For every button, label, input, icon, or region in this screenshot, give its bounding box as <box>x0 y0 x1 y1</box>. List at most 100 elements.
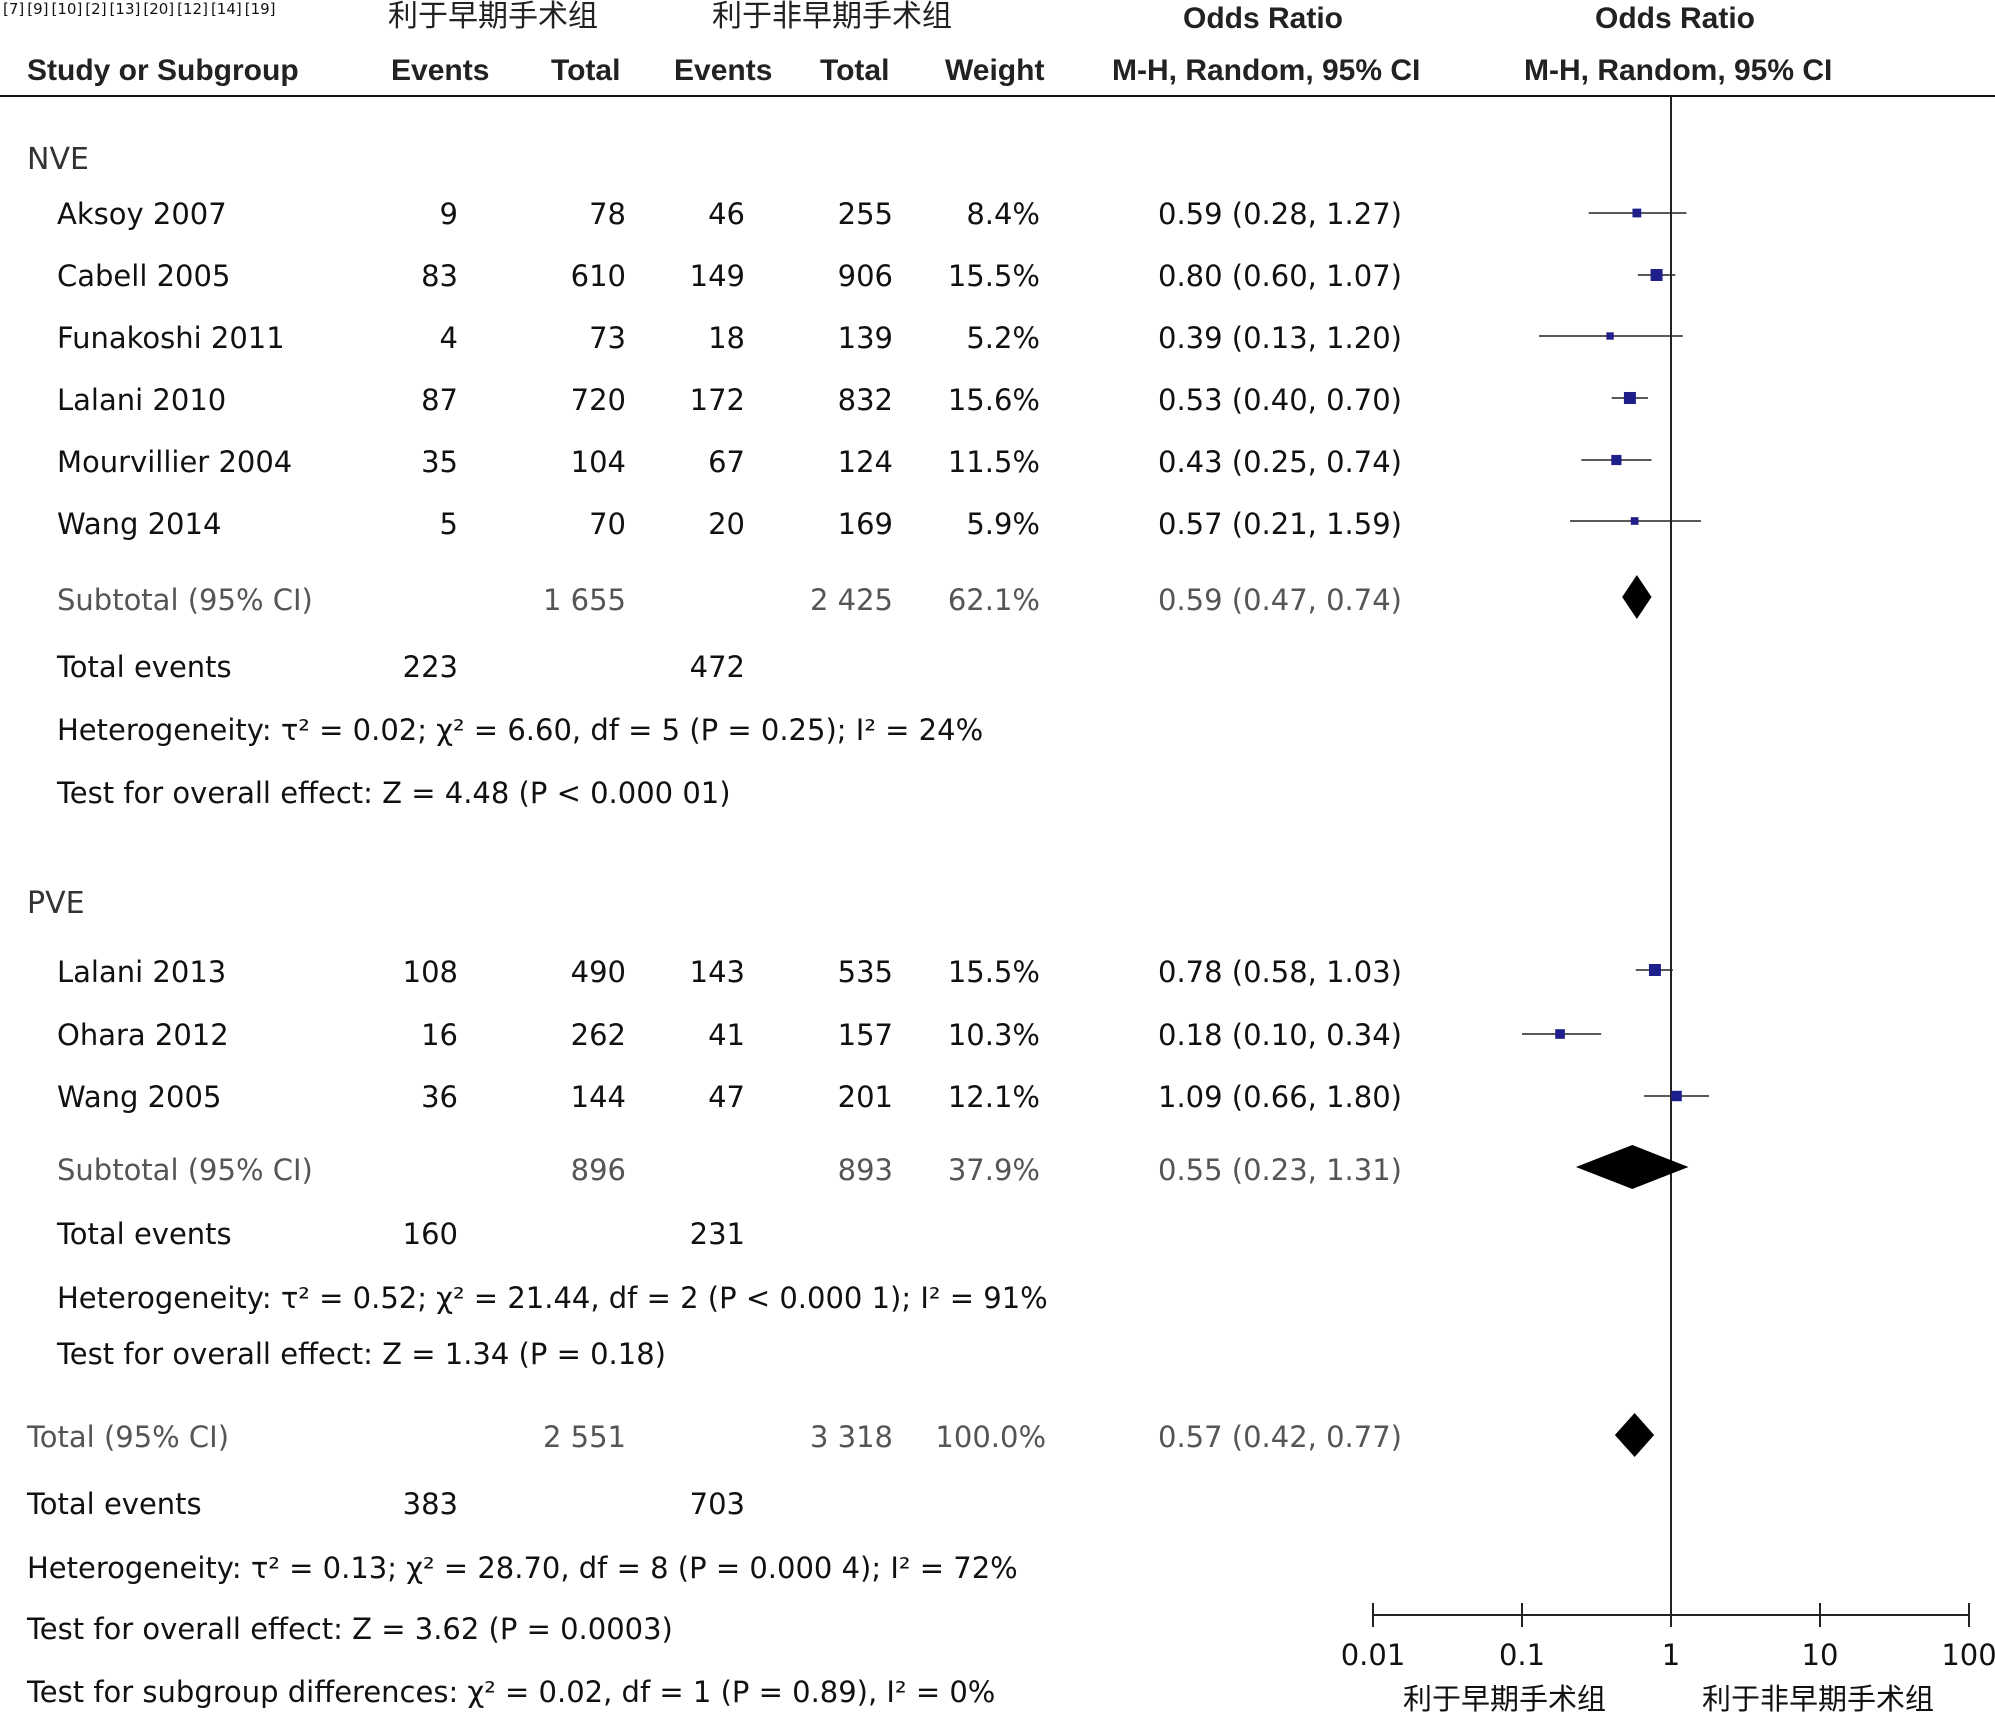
total-weight: 100.0% <box>935 1420 1046 1454</box>
events-b: 20 <box>708 507 745 541</box>
study-marker <box>1671 1090 1682 1102</box>
subtotal-label: Subtotal (95% CI) <box>57 1153 313 1187</box>
events-b: 149 <box>689 259 745 293</box>
study-label: Wang 2005 <box>57 1080 222 1114</box>
subtotal-total-a: 1 655 <box>542 583 626 617</box>
study-label: Lalani 2013 <box>57 955 227 989</box>
events-b: 67 <box>708 445 745 479</box>
events-a: 36 <box>421 1080 458 1114</box>
or-plot-header: Odds Ratio <box>1595 2 1756 35</box>
study-marker <box>1630 517 1639 525</box>
summary-diamond <box>1622 575 1652 619</box>
total-ci: 0.57 (0.42, 0.77) <box>1158 1420 1402 1454</box>
total-b: 157 <box>837 1018 893 1052</box>
weight: 8.4% <box>966 197 1040 231</box>
events-a: 87 <box>421 383 458 417</box>
study-label: Aksoy 2007 <box>57 197 227 231</box>
study-reference: [10] <box>51 0 83 18</box>
events-b: 18 <box>708 321 745 355</box>
total-a: 262 <box>570 1018 626 1052</box>
study-label: Funakoshi 2011 <box>57 321 285 355</box>
x-tick-label: 0.1 <box>1499 1638 1545 1672</box>
events-a: 4 <box>439 321 458 355</box>
group-b-header: 利于非早期手术组 <box>712 0 952 33</box>
odds-ratio-ci: 1.09 (0.66, 1.80) <box>1158 1080 1402 1114</box>
events-b: 172 <box>689 383 745 417</box>
total-events-b: 472 <box>689 650 745 684</box>
x-tick-label: 10 <box>1802 1638 1839 1672</box>
study-marker <box>1555 1029 1565 1039</box>
study-reference: [14] <box>210 0 242 18</box>
header-rule <box>0 95 1995 97</box>
events-a: 35 <box>421 445 458 479</box>
favours-right-label: 利于非早期手术组 <box>1702 1682 1935 1716</box>
total-b: 255 <box>837 197 893 231</box>
odds-ratio-ci: 0.18 (0.10, 0.34) <box>1158 1018 1402 1052</box>
odds-ratio-ci: 0.43 (0.25, 0.74) <box>1158 445 1402 479</box>
weight: 10.3% <box>947 1018 1040 1052</box>
odds-ratio-ci: 0.57 (0.21, 1.59) <box>1158 507 1402 541</box>
study-label: Lalani 2010 <box>57 383 227 417</box>
weight: 5.2% <box>966 321 1040 355</box>
total-a: 610 <box>570 259 626 293</box>
study-marker <box>1632 208 1642 218</box>
grand-total-events-b: 703 <box>689 1487 745 1521</box>
overall-effect: Test for overall effect: Z = 4.48 (P < 0… <box>57 776 731 810</box>
weight: 15.5% <box>947 955 1040 989</box>
favours-left-label: 利于早期手术组 <box>1403 1682 1607 1716</box>
total-a: 144 <box>570 1080 626 1114</box>
col-events-b: Events <box>674 54 773 87</box>
subtotal-weight: 37.9% <box>947 1153 1040 1187</box>
subgroup-differences: Test for subgroup differences: χ² = 0.02… <box>27 1675 996 1709</box>
odds-ratio-ci: 0.39 (0.13, 1.20) <box>1158 321 1402 355</box>
study-reference: [7] <box>3 0 25 18</box>
study-marker <box>1606 332 1614 340</box>
weight: 15.5% <box>947 259 1040 293</box>
study-reference: [19] <box>244 0 276 18</box>
total-events-a: 223 <box>402 650 458 684</box>
events-a: 83 <box>421 259 458 293</box>
total-a: 78 <box>589 197 626 231</box>
or-header: Odds Ratio <box>1183 2 1344 35</box>
total-b: 139 <box>837 321 893 355</box>
study-label: Ohara 2012 <box>57 1018 229 1052</box>
total-events-a: 160 <box>402 1217 458 1251</box>
x-tick-label: 1 <box>1662 1638 1680 1672</box>
subtotal-ci: 0.55 (0.23, 1.31) <box>1158 1153 1402 1187</box>
col-total-b: Total <box>820 54 890 87</box>
heterogeneity: Heterogeneity: τ² = 0.02; χ² = 6.60, df … <box>57 713 984 747</box>
events-a: 5 <box>439 507 458 541</box>
study-reference: [9] <box>27 0 49 18</box>
odds-ratio-ci: 0.53 (0.40, 0.70) <box>1158 383 1402 417</box>
subtotal-label: Subtotal (95% CI) <box>57 583 313 617</box>
study-reference: [2] <box>85 0 107 18</box>
col-method: M-H, Random, 95% CI <box>1112 54 1421 87</box>
grand-total-events-label: Total events <box>27 1487 202 1521</box>
col-total-a: Total <box>551 54 621 87</box>
subgroup-title-nve: NVE <box>27 142 89 177</box>
total-events-b: 231 <box>689 1217 745 1251</box>
study-reference: [13] <box>109 0 141 18</box>
subtotal-ci: 0.59 (0.47, 0.74) <box>1158 583 1402 617</box>
events-b: 143 <box>689 955 745 989</box>
weight: 15.6% <box>947 383 1040 417</box>
total-total-a: 2 551 <box>542 1420 626 1454</box>
events-a: 16 <box>421 1018 458 1052</box>
total-a: 720 <box>570 383 626 417</box>
events-b: 47 <box>708 1080 745 1114</box>
grand-heterogeneity: Heterogeneity: τ² = 0.13; χ² = 28.70, df… <box>27 1551 1018 1585</box>
study-label: Cabell 2005 <box>57 259 231 293</box>
grand-total-events-a: 383 <box>402 1487 458 1521</box>
total-a: 70 <box>589 507 626 541</box>
study-marker <box>1623 391 1636 405</box>
total-total-b: 3 318 <box>809 1420 893 1454</box>
total-b: 169 <box>837 507 893 541</box>
grand-overall-effect: Test for overall effect: Z = 3.62 (P = 0… <box>27 1612 673 1646</box>
odds-ratio-ci: 0.80 (0.60, 1.07) <box>1158 259 1402 293</box>
study-label: Wang 2014 <box>57 507 222 541</box>
col-weight: Weight <box>945 54 1045 87</box>
col-study: Study or Subgroup <box>27 54 299 87</box>
total-b: 535 <box>837 955 893 989</box>
study-reference: [12] <box>177 0 208 18</box>
